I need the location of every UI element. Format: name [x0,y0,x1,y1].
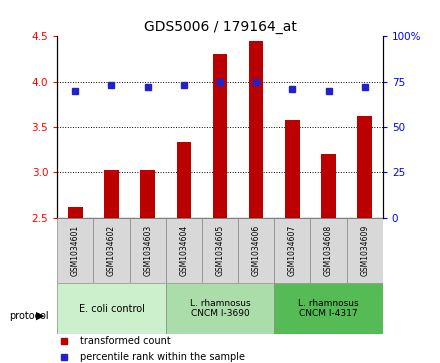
Text: GSM1034604: GSM1034604 [180,225,188,276]
Bar [129,218,166,283]
Bar [357,116,372,218]
Bar [140,170,155,218]
Bar [166,283,274,334]
Text: L. rhamnosus
CNCM I-3690: L. rhamnosus CNCM I-3690 [190,299,250,318]
Text: E. coli control: E. coli control [78,303,144,314]
Bar [213,54,227,218]
Text: GSM1034601: GSM1034601 [71,225,80,276]
Bar [57,283,166,334]
Bar [166,218,202,283]
Bar [285,120,300,218]
Bar [321,154,336,218]
Bar [238,218,274,283]
Bar [176,142,191,218]
Text: GSM1034603: GSM1034603 [143,225,152,276]
Text: ▶: ▶ [36,311,44,321]
Bar [93,218,129,283]
Bar [104,170,119,218]
Text: L. rhamnosus
CNCM I-4317: L. rhamnosus CNCM I-4317 [298,299,359,318]
Bar [202,218,238,283]
Bar [249,41,264,218]
Bar [311,218,347,283]
Text: GSM1034606: GSM1034606 [252,225,260,276]
Bar [347,218,383,283]
Bar [68,207,83,218]
Text: GSM1034607: GSM1034607 [288,225,297,276]
Text: GSM1034605: GSM1034605 [216,225,224,276]
Text: transformed count: transformed count [80,336,171,346]
Bar [274,283,383,334]
Text: GSM1034608: GSM1034608 [324,225,333,276]
Bar [274,218,311,283]
Text: GSM1034609: GSM1034609 [360,225,369,276]
Text: protocol: protocol [9,311,48,321]
Text: percentile rank within the sample: percentile rank within the sample [80,352,245,362]
Bar [57,218,93,283]
Text: GSM1034602: GSM1034602 [107,225,116,276]
Title: GDS5006 / 179164_at: GDS5006 / 179164_at [143,20,297,34]
